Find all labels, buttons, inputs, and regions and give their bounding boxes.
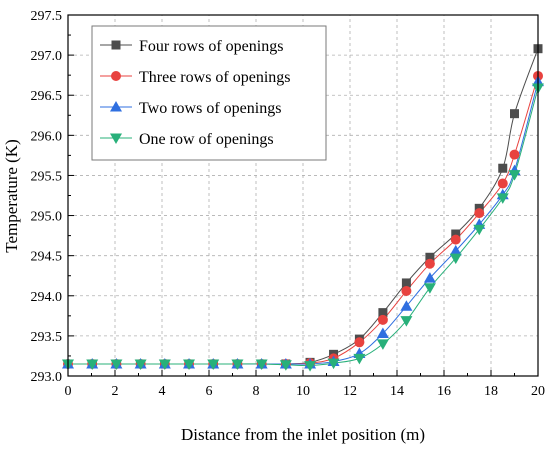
data-point [401,278,411,288]
x-tick-label: 18 [484,384,498,399]
data-point [449,253,462,265]
y-tick-label: 294.5 [31,250,63,265]
y-tick-label: 294.0 [31,290,63,305]
x-tick-label: 20 [531,384,545,399]
legend-label: Three rows of openings [139,69,291,86]
data-point [376,327,389,338]
x-tick-label: 12 [343,384,357,399]
x-tick-label: 2 [112,384,119,399]
legend-marker [110,133,122,144]
x-tick-label: 6 [206,384,213,399]
legend-marker [111,71,121,81]
data-point [304,361,317,372]
data-point [400,316,413,327]
data-point [401,285,412,296]
data-point [255,359,268,370]
x-axis-title: Distance from the inlet position (m) [181,425,425,444]
data-point [279,360,292,371]
x-tick-label: 10 [296,384,310,399]
data-point [377,314,388,325]
series-markers [62,44,544,372]
x-tick-label: 16 [437,384,451,399]
x-tick-label: 0 [65,384,72,399]
legend-marker [110,101,122,112]
y-tick-label: 295.0 [31,210,63,225]
data-point [231,359,244,370]
x-tick-label: 14 [390,384,404,399]
data-point [508,170,521,181]
data-point [86,359,99,370]
y-tick-label: 293.0 [31,370,63,385]
y-tick-label: 296.5 [31,89,63,104]
data-point [327,358,340,370]
y-axis-title: Temperature (K) [2,139,21,253]
y-tick-label: 296.0 [31,129,63,144]
y-tick-label: 293.5 [31,330,63,345]
data-point [449,244,462,256]
data-point [425,252,435,262]
data-point [423,272,436,283]
y-tick-label: 297.5 [31,9,63,24]
data-point [134,359,147,370]
data-point [353,353,366,365]
data-point [424,258,435,269]
y-tick-label: 297.0 [31,49,63,64]
legend-label: Two rows of openings [139,100,281,117]
data-point [450,234,461,245]
data-point [451,229,461,239]
data-point [498,163,508,173]
legend-label: One row of openings [139,131,274,148]
data-point [110,359,123,370]
data-point [183,359,196,370]
data-point [400,300,413,311]
data-point [354,337,365,348]
y-tick-label: 295.5 [31,169,63,184]
data-point [207,359,220,370]
data-point [496,193,509,204]
data-point [474,208,485,219]
data-point [497,178,508,189]
data-point [473,224,486,236]
x-tick-label: 4 [159,384,166,399]
data-point [423,283,436,294]
legend: Four rows of openings Three rows of openi… [91,25,327,161]
legend-marker [111,40,121,50]
x-tick-label: 8 [253,384,260,399]
data-point [510,109,519,119]
data-point [378,308,388,318]
data-point [376,339,389,350]
axis-ticks: 0 2 4 6 8 10 12 14 16 18 20 293.0 293.5 294.0 294.5 295… [31,9,546,399]
legend-label: Four rows of openings [139,38,283,55]
data-point [158,359,171,370]
data-point [509,149,520,160]
